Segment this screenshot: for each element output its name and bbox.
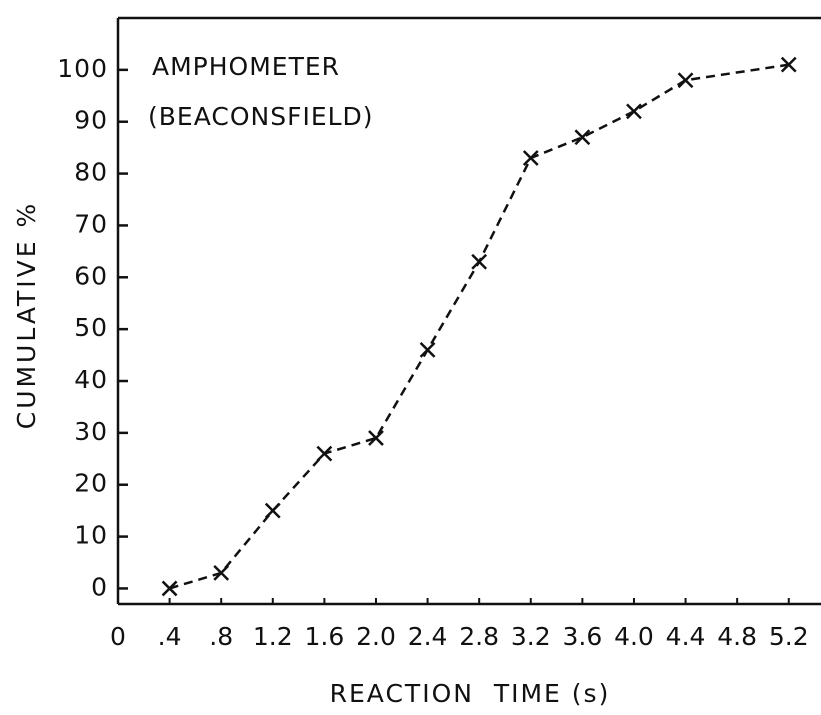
y-tick-label: 80 <box>74 158 108 187</box>
x-tick-label: 2.4 <box>408 622 448 651</box>
y-tick-label: 100 <box>57 54 108 83</box>
y-tick-label: 20 <box>74 469 108 498</box>
x-tick-label: 1.2 <box>253 622 293 651</box>
y-tick-label: 30 <box>74 417 108 446</box>
marker <box>316 445 333 462</box>
data-line <box>169 63 789 590</box>
annotation: (BEACONSFIELD) <box>148 102 374 131</box>
marker <box>471 253 488 270</box>
marker <box>213 565 230 581</box>
x-tick-label: 0 <box>110 622 126 651</box>
x-tick-label: .4 <box>158 622 182 651</box>
marker <box>780 56 797 73</box>
annotation: AMPHOMETER <box>152 52 340 81</box>
marker <box>626 103 642 120</box>
x-tick-label: 2.0 <box>356 622 396 651</box>
x-tick-label: 3.2 <box>511 622 551 651</box>
y-tick-label: 60 <box>74 261 108 290</box>
x-tick-label: 5.2 <box>769 622 809 651</box>
x-tick-label: 1.6 <box>305 622 345 651</box>
y-tick-label: 70 <box>74 209 108 238</box>
marker <box>419 342 436 358</box>
y-tick-label: 0 <box>91 572 108 601</box>
x-tick-label: 2.8 <box>459 622 499 651</box>
marker <box>522 150 539 166</box>
x-tick-label: 4.8 <box>717 622 757 651</box>
marker <box>264 502 281 519</box>
y-tick-label: 40 <box>74 365 108 394</box>
y-tick-label: 90 <box>74 106 108 135</box>
x-tick-label: .8 <box>209 622 233 651</box>
marker <box>677 72 694 89</box>
marker <box>368 430 384 446</box>
marker <box>574 129 591 146</box>
x-tick-label: 4.0 <box>614 622 654 651</box>
x-tick-label: 4.4 <box>666 622 706 651</box>
marker <box>161 580 178 597</box>
x-axis-label: REACTION TIME (s) <box>330 679 611 708</box>
y-tick-label: 10 <box>74 521 108 550</box>
y-tick-label: 50 <box>74 313 108 342</box>
y-axis-label: CUMULATIVE % <box>12 201 41 430</box>
x-tick-label: 3.6 <box>562 622 602 651</box>
